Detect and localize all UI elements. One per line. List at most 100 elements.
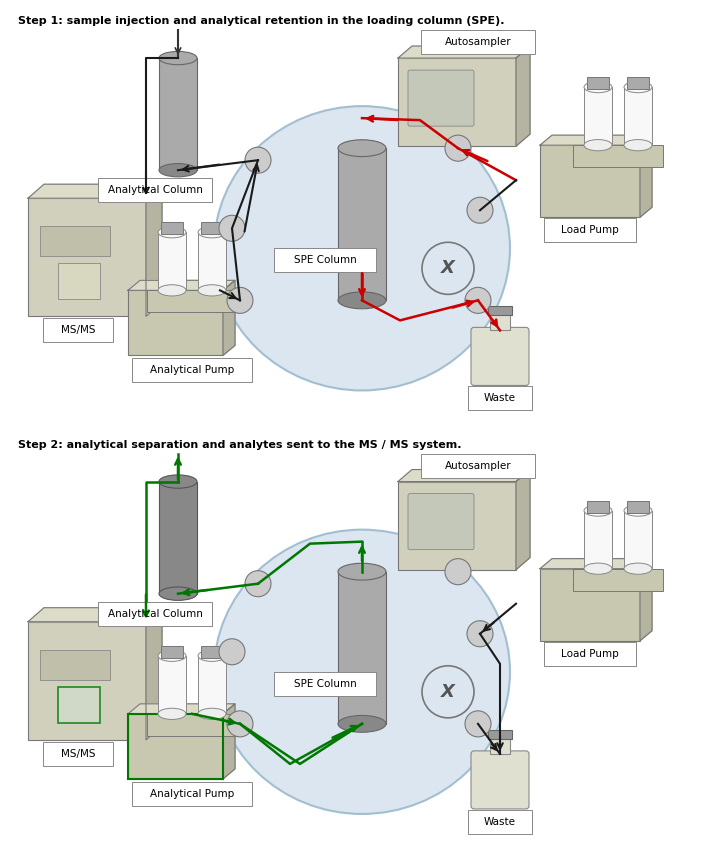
- Polygon shape: [540, 559, 652, 568]
- Bar: [624, 87, 652, 145]
- Circle shape: [445, 559, 471, 584]
- Bar: [158, 232, 186, 291]
- Bar: [584, 87, 612, 145]
- Polygon shape: [540, 136, 652, 145]
- Text: Analytical Column: Analytical Column: [107, 185, 203, 195]
- Bar: [201, 222, 223, 235]
- Text: Load Pump: Load Pump: [561, 649, 619, 659]
- Bar: [627, 77, 649, 89]
- FancyBboxPatch shape: [421, 453, 535, 478]
- Text: X: X: [441, 683, 455, 700]
- Bar: [398, 482, 516, 570]
- Bar: [40, 226, 110, 257]
- Text: Waste: Waste: [484, 394, 516, 403]
- FancyBboxPatch shape: [132, 358, 252, 383]
- Ellipse shape: [338, 563, 386, 580]
- Text: MS/MS: MS/MS: [61, 749, 95, 759]
- Bar: [128, 714, 223, 779]
- Polygon shape: [398, 469, 530, 482]
- FancyBboxPatch shape: [98, 178, 212, 202]
- Polygon shape: [640, 136, 652, 218]
- FancyBboxPatch shape: [471, 751, 529, 809]
- Bar: [158, 656, 186, 714]
- Bar: [338, 572, 386, 724]
- Polygon shape: [128, 704, 235, 714]
- Circle shape: [219, 215, 245, 241]
- Text: Autosampler: Autosampler: [445, 461, 511, 471]
- Ellipse shape: [159, 52, 197, 64]
- Polygon shape: [28, 184, 162, 198]
- Ellipse shape: [158, 650, 186, 662]
- Ellipse shape: [158, 227, 186, 238]
- Bar: [147, 291, 237, 313]
- Text: X: X: [441, 259, 455, 277]
- Bar: [540, 568, 640, 641]
- Polygon shape: [128, 280, 235, 291]
- FancyBboxPatch shape: [471, 328, 529, 385]
- Ellipse shape: [338, 292, 386, 309]
- Polygon shape: [146, 607, 162, 740]
- Polygon shape: [640, 559, 652, 641]
- Ellipse shape: [584, 140, 612, 151]
- Ellipse shape: [214, 106, 510, 390]
- Ellipse shape: [159, 587, 197, 601]
- Polygon shape: [223, 280, 235, 356]
- Ellipse shape: [624, 505, 652, 516]
- Bar: [28, 198, 146, 317]
- Bar: [198, 232, 226, 291]
- Bar: [627, 501, 649, 512]
- Bar: [159, 58, 197, 170]
- Bar: [147, 714, 237, 736]
- Text: Analytical Column: Analytical Column: [107, 609, 203, 618]
- FancyBboxPatch shape: [408, 70, 474, 126]
- Text: Analytical Pump: Analytical Pump: [150, 789, 234, 799]
- Bar: [490, 738, 510, 754]
- Text: Waste: Waste: [484, 817, 516, 827]
- Bar: [584, 511, 612, 568]
- FancyBboxPatch shape: [43, 318, 113, 342]
- Ellipse shape: [624, 140, 652, 151]
- Circle shape: [465, 287, 491, 313]
- Bar: [488, 307, 512, 315]
- Circle shape: [445, 136, 471, 161]
- Bar: [587, 501, 609, 512]
- Text: Step 2: analytical separation and analytes sent to the MS / MS system.: Step 2: analytical separation and analyt…: [18, 440, 462, 450]
- FancyBboxPatch shape: [274, 672, 376, 696]
- Bar: [40, 650, 110, 680]
- Ellipse shape: [159, 475, 197, 488]
- Ellipse shape: [214, 529, 510, 814]
- Bar: [398, 58, 516, 147]
- FancyBboxPatch shape: [43, 742, 113, 766]
- Bar: [161, 222, 183, 235]
- Bar: [573, 568, 663, 590]
- Polygon shape: [28, 607, 162, 622]
- Bar: [624, 511, 652, 568]
- Polygon shape: [516, 469, 530, 570]
- Bar: [128, 291, 223, 356]
- Polygon shape: [223, 704, 235, 779]
- Circle shape: [467, 621, 493, 647]
- Circle shape: [227, 711, 253, 737]
- Ellipse shape: [158, 285, 186, 296]
- Bar: [490, 314, 510, 330]
- FancyBboxPatch shape: [98, 601, 212, 626]
- Text: Analytical Pump: Analytical Pump: [150, 365, 234, 375]
- Ellipse shape: [158, 708, 186, 719]
- Circle shape: [245, 571, 271, 596]
- FancyBboxPatch shape: [468, 810, 532, 834]
- Ellipse shape: [584, 563, 612, 574]
- Text: Load Pump: Load Pump: [561, 225, 619, 235]
- Text: Step 1: sample injection and analytical retention in the loading column (SPE).: Step 1: sample injection and analytical …: [18, 16, 505, 26]
- Circle shape: [465, 711, 491, 737]
- Polygon shape: [398, 46, 530, 58]
- Bar: [58, 263, 100, 299]
- Text: SPE Column: SPE Column: [293, 678, 356, 689]
- Ellipse shape: [584, 505, 612, 516]
- FancyBboxPatch shape: [421, 30, 535, 54]
- Circle shape: [227, 287, 253, 313]
- Bar: [201, 645, 223, 658]
- Bar: [161, 645, 183, 658]
- Ellipse shape: [198, 285, 226, 296]
- Ellipse shape: [198, 650, 226, 662]
- FancyBboxPatch shape: [468, 386, 532, 411]
